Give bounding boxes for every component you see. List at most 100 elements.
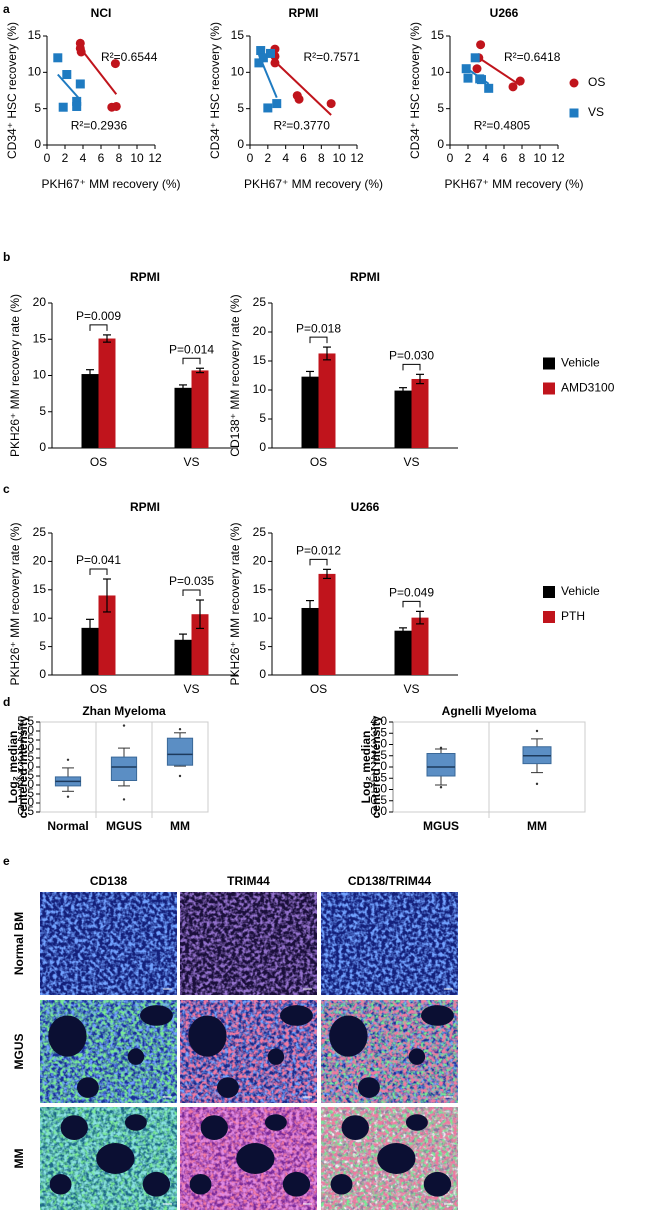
y-tick-label: 5 [259,639,266,653]
legend-marker [543,382,555,395]
p-value: P=0.014 [169,342,214,356]
outlier [439,786,443,789]
x-axis-label: PKH67⁺ MM recovery (%) [444,177,583,191]
significance-bracket [89,568,108,576]
trend-line [79,47,118,95]
y-tick-label: 10 [33,610,47,624]
y-tick-label: 0 [259,440,266,454]
y-tick-label: 1.5 [17,786,34,800]
y-axis-label: centered intensity [16,715,30,818]
bar [174,387,192,448]
error-bar [179,384,187,392]
outlier [178,774,182,778]
x-tick-label: MGUS [106,819,142,833]
outlier [178,728,182,731]
point [72,96,82,106]
p-value: P=0.041 [76,553,121,567]
x-tick-label: 4 [282,151,289,165]
panel-label: d [3,695,10,709]
micrograph [40,892,177,995]
bar [81,627,99,675]
y-axis-label: CD34⁺ HSC recovery (%) [408,22,422,159]
y-axis-label: Log₂ median [359,731,373,804]
y-tick-label: 20 [253,554,267,568]
bar [318,573,336,675]
trend-line [57,73,82,101]
y-tick-label: 4.0 [370,714,387,728]
point [266,48,276,58]
error-bar [416,610,424,625]
error-bar [306,599,314,616]
point [111,101,121,111]
micrograph [180,1107,317,1210]
chart-title: RPMI [130,270,160,284]
x-tick-label: MGUS [423,819,459,833]
chart-title: U266 [490,6,519,20]
legend-label: Vehicle [561,584,600,598]
r2-annotation: R²=0.6544 [101,50,158,64]
y-tick-label: 3.5 [370,725,387,739]
panel-label: a [3,2,10,16]
y-tick-label: 5 [237,101,244,115]
y-tick-label: 3.0 [370,737,387,751]
y-tick-label: 4.5 [17,732,34,746]
bar [191,370,209,448]
p-value: P=0.049 [389,586,434,600]
x-tick-label: 8 [116,151,123,165]
bar [98,338,116,448]
significance-bracket [402,600,421,608]
point [258,53,268,63]
y-tick-label: 2.5 [370,748,387,762]
micrograph [321,1000,458,1103]
chart-title: Zhan Myeloma [82,704,166,718]
bar [301,376,319,448]
chart-title: RPMI [289,6,319,20]
y-tick-label: 10 [28,65,42,79]
x-tick-label: VS [183,682,199,696]
y-tick-label: 3.0 [17,759,34,773]
legend-label: OS [588,75,605,89]
error-bar [179,633,187,647]
row-label: MM [12,1149,26,1169]
outlier [535,729,539,733]
x-tick-label: VS [183,455,199,469]
x-tick-label: OS [310,682,327,696]
y-axis-label: Log₂ median [6,731,20,804]
y-axis-label: PKH26⁺ MM recovery rate (%) [8,522,22,685]
outlier [122,798,126,801]
point [470,53,480,63]
y-axis-label: PKH26⁺ MM recovery rate (%) [228,522,242,685]
x-axis-label: PKH67⁺ MM recovery (%) [41,177,180,191]
x-tick-label: 4 [483,151,490,165]
r2-annotation: R²=0.2936 [71,119,128,133]
y-tick-label: 5.0 [17,723,34,737]
x-tick-label: VS [403,682,419,696]
x-tick-label: 0 [447,151,454,165]
column-label: CD138 [90,874,128,888]
y-tick-label: 0.5 [370,793,387,807]
point [463,73,473,83]
column-label: CD138/TRIM44 [348,874,432,888]
error-bar [86,618,94,637]
outlier [535,782,539,786]
legend-label: Vehicle [561,356,600,370]
point [254,58,264,68]
x-axis-label: PKH67⁺ MM recovery (%) [244,177,383,191]
point [256,46,266,56]
y-tick-label: 0.5 [17,804,34,818]
outlier [122,724,126,727]
y-tick-label: 5 [34,101,41,115]
x-tick-label: OS [90,455,107,469]
row-label: MGUS [12,1034,26,1070]
bar [394,390,412,448]
panel-label: c [3,482,10,496]
significance-bracket [182,357,201,365]
point [76,47,86,57]
point [476,40,486,50]
y-axis-label: CD138⁺ MM recovery rate (%) [228,294,242,456]
x-tick-label: 2 [264,151,271,165]
box [166,737,194,766]
legend-label: VS [588,105,604,119]
x-tick-label: 2 [62,151,69,165]
